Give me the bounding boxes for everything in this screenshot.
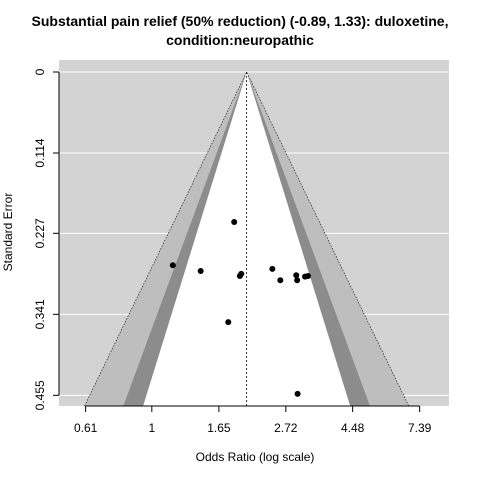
study-point xyxy=(225,319,232,326)
chart-title-line-2: condition:neuropathic xyxy=(166,32,314,48)
x-tick-label: 2.72 xyxy=(274,421,298,435)
study-point xyxy=(304,272,311,279)
y-tick-label: 0.114 xyxy=(33,138,47,167)
study-point xyxy=(294,390,301,397)
contour-90 xyxy=(143,72,351,406)
x-tick-label: 7.39 xyxy=(408,421,432,435)
y-tick-label: 0.341 xyxy=(33,299,47,329)
study-point xyxy=(269,265,276,272)
study-point xyxy=(197,267,204,274)
study-point xyxy=(277,277,284,284)
x-tick-label: 1.65 xyxy=(207,421,231,435)
x-tick-label: 4.48 xyxy=(341,421,365,435)
y-axis-label: Standard Error xyxy=(1,192,15,272)
study-point xyxy=(238,270,245,277)
study-point xyxy=(293,272,300,279)
x-tick-label: 1 xyxy=(148,421,155,435)
y-tick-label: 0 xyxy=(33,68,47,75)
study-point xyxy=(231,218,238,225)
study-point xyxy=(294,277,301,284)
y-tick-label: 0.227 xyxy=(33,218,47,248)
chart-title-line-1: Substantial pain relief (50% reduction) … xyxy=(31,13,449,29)
study-point xyxy=(169,262,176,269)
x-axis-label: Odds Ratio (log scale) xyxy=(195,450,315,464)
x-tick-label: 0.61 xyxy=(74,421,98,435)
y-tick-label: 0.455 xyxy=(33,380,47,410)
